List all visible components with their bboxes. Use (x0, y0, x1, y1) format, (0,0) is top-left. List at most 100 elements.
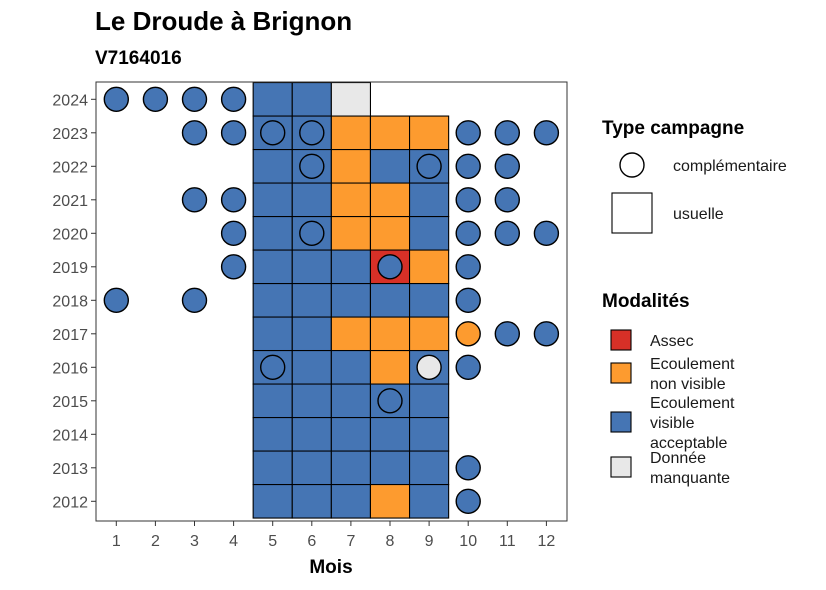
tile-2014-5 (252, 416, 293, 452)
legend-label-usuelle: usuelle (673, 206, 724, 223)
point-2023-3 (181, 120, 208, 146)
tile-2022-7 (330, 149, 372, 184)
x-tick-label-1: 1 (112, 533, 121, 550)
chart-title: Le Droude à Brignon (95, 6, 352, 36)
legend-type-campagne: Type campagne complémentaire usuelle (602, 118, 787, 234)
tile-2012-8 (369, 483, 411, 519)
point-2020-4 (220, 220, 247, 247)
point-2023-4 (220, 120, 247, 146)
panel-border-layer (95, 81, 568, 522)
y-tick-label-2024: 2024 (52, 92, 88, 109)
legend-key-assec (610, 329, 632, 351)
tile-2013-9 (408, 450, 450, 486)
tile-2013-6 (291, 450, 332, 486)
y-tick-label-2014: 2014 (52, 427, 88, 444)
point-2021-4 (220, 187, 247, 213)
legend-label-ecoulement_non_visible-line-2: non visible (650, 376, 726, 393)
legend-modalites-title: Modalités (602, 291, 690, 312)
tile-2014-9 (408, 416, 450, 452)
tile-2016-7 (330, 349, 372, 385)
legend-label-ecoulement_non_visible-line-1: Ecoulement (650, 356, 735, 373)
legend-label-donnee_manquante-line-1: Donnée (650, 450, 706, 467)
points-layer (103, 86, 560, 514)
y-tick-label-2018: 2018 (52, 293, 88, 310)
tile-2014-8 (369, 416, 411, 452)
legend-label-ecoulement_non_visible: Ecoulement non visible (650, 356, 735, 393)
y-tick-label-2022: 2022 (52, 159, 88, 176)
x-tick-label-2: 2 (151, 533, 160, 550)
tile-2018-8 (369, 282, 411, 318)
x-tick-label-10: 10 (459, 533, 477, 550)
legend-key-usuelle (611, 192, 653, 234)
tile-2021-7 (330, 182, 372, 218)
point-2023-6 (299, 120, 325, 146)
legend-key-ecoulement_visible (610, 411, 632, 433)
tile-2023-7 (330, 115, 372, 151)
tile-2019-7 (330, 249, 372, 285)
point-2023-11 (494, 120, 520, 146)
tile-2012-9 (408, 483, 450, 519)
y-tick-label-2021: 2021 (52, 193, 88, 210)
point-2021-10 (455, 187, 481, 213)
tile-2021-8 (369, 182, 411, 218)
tile-2021-5 (252, 182, 293, 218)
point-2023-5 (260, 120, 286, 146)
tile-2023-9 (408, 115, 450, 151)
x-axis: 1 2 3 4 5 6 7 8 9 10 11 12 (112, 521, 556, 550)
point-2019-8 (377, 254, 403, 280)
tiles-layer (252, 82, 450, 519)
y-tick-label-2013: 2013 (52, 461, 88, 478)
tile-2018-7 (330, 282, 372, 318)
tile-2013-7 (330, 450, 372, 486)
y-tick-label-2015: 2015 (52, 394, 88, 411)
x-tick-label-3: 3 (190, 533, 199, 550)
tile-2015-9 (408, 383, 450, 419)
x-tick-label-7: 7 (346, 533, 355, 550)
x-tick-label-5: 5 (268, 533, 277, 550)
legend-label-ecoulement_visible: Ecoulement visible acceptable (650, 395, 735, 452)
tile-2019-6 (291, 249, 332, 285)
x-tick-label-11: 11 (499, 533, 516, 550)
legend-label-donnee_manquante-line-2: manquante (650, 470, 730, 487)
legend-key-ecoulement_non_visible (610, 362, 632, 384)
tile-2020-8 (369, 216, 411, 251)
legend-label-ecoulement_visible-line-2: visible (650, 415, 695, 432)
point-2024-3 (181, 86, 208, 113)
point-2016-9 (416, 354, 442, 380)
x-tick-label-9: 9 (425, 533, 434, 550)
point-2015-8 (377, 388, 403, 414)
point-2017-10 (455, 321, 481, 347)
tile-2024-6 (291, 82, 332, 117)
tile-2016-6 (291, 349, 332, 385)
legend-label-ecoulement_visible-line-3: acceptable (650, 435, 727, 452)
point-2017-12 (533, 321, 560, 347)
y-tick-label-2023: 2023 (52, 126, 88, 143)
panel-border (95, 81, 568, 522)
tile-2012-5 (252, 483, 293, 519)
point-2018-1 (103, 287, 130, 313)
tile-2024-5 (252, 82, 293, 117)
point-2012-10 (455, 488, 481, 514)
point-2018-10 (455, 287, 481, 313)
legend-label-assec-line-1: Assec (650, 333, 694, 350)
legend-key-donnee_manquante (610, 456, 632, 478)
point-2016-5 (260, 354, 286, 380)
tile-2018-6 (291, 282, 332, 318)
tile-2017-9 (408, 316, 450, 352)
tile-2024-7 (330, 82, 372, 117)
x-tick-label-12: 12 (538, 533, 556, 550)
y-tick-label-2016: 2016 (52, 360, 88, 377)
tile-2017-6 (291, 316, 332, 352)
point-2022-11 (494, 153, 520, 180)
y-tick-label-2017: 2017 (52, 327, 88, 344)
legend-type-campagne-title: Type campagne (602, 118, 744, 139)
legend-label-complementaire: complémentaire (673, 158, 787, 175)
tile-2022-8 (369, 149, 411, 184)
legend-key-complementaire (619, 152, 645, 178)
legend-label-assec: Assec (650, 333, 694, 350)
point-2017-11 (494, 321, 520, 347)
tile-2015-5 (252, 383, 293, 419)
tile-2021-9 (408, 182, 450, 218)
tile-2018-5 (252, 282, 293, 318)
